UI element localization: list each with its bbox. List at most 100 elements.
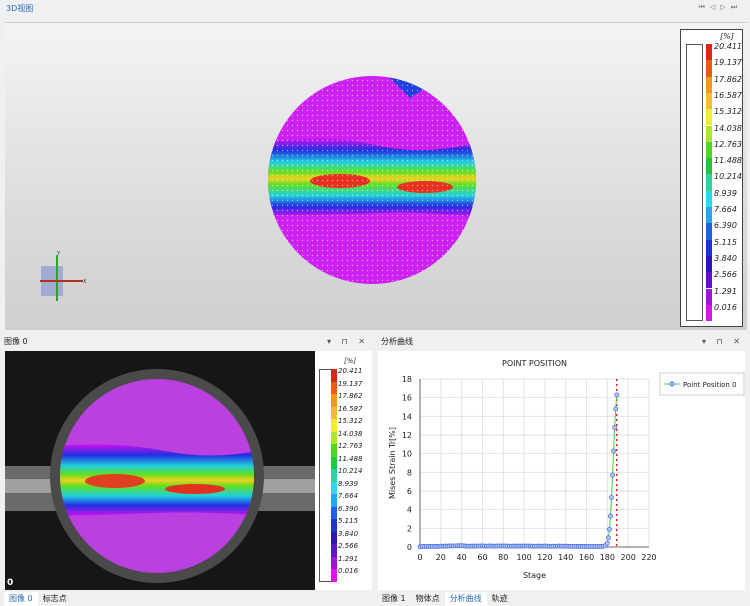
x-tick-label: 160	[579, 553, 594, 562]
y-tick-label: 14	[402, 412, 412, 421]
legend-value: 3.840	[338, 529, 359, 538]
legend-value: 16.587	[714, 90, 742, 100]
legend-box	[659, 372, 745, 396]
color-swatch	[706, 304, 712, 322]
legend-value: 3.840	[714, 253, 737, 263]
tab-image-0[interactable]: 图像 0	[4, 592, 38, 606]
legend-value: 14.038	[714, 123, 742, 133]
legend-value: 0.016	[714, 302, 737, 312]
color-swatch	[331, 544, 337, 557]
unit-label: [%]	[720, 32, 734, 41]
x-tick-label: 120	[537, 553, 552, 562]
x-tick-label: 40	[457, 553, 467, 562]
legend-value: 7.664	[714, 205, 737, 214]
data-point	[613, 406, 619, 412]
data-point	[610, 472, 615, 478]
color-swatch	[706, 239, 712, 256]
legend-value: 17.862	[714, 74, 742, 84]
next-icon[interactable]: ▷	[720, 3, 731, 11]
data-point	[611, 448, 617, 454]
color-swatch	[706, 125, 712, 142]
tab-markers[interactable]: 标志点	[42, 594, 67, 603]
camera-image-overlay: 0	[5, 351, 315, 590]
legend-value: 11.488	[338, 454, 363, 463]
legend-value: 0.016	[338, 567, 359, 575]
y-tick-label: 10	[402, 450, 412, 459]
color-swatch	[706, 141, 712, 159]
x-tick-label: 0	[417, 553, 422, 562]
image-view[interactable]: 0 [%] 20.411 19.137 17.862 16.587 15.312 14.03…	[5, 351, 372, 590]
chart-panel-tabs: 图像 1 物体点 分析曲线 轨迹	[377, 592, 513, 606]
chart-title: POINT POSITION	[502, 359, 567, 368]
tab-object-points[interactable]: 物体点	[415, 594, 440, 603]
legend-value: 6.390	[338, 504, 359, 513]
color-swatch	[706, 76, 712, 93]
x-tick-label: 20	[436, 553, 446, 562]
color-swatch	[331, 369, 337, 382]
last-icon[interactable]: ⏭	[730, 3, 742, 11]
legend-value: 8.939	[714, 188, 737, 198]
color-swatch	[331, 531, 337, 544]
color-swatch	[331, 456, 337, 469]
image-panel-title: 图像 0	[4, 337, 28, 346]
legend-value: 20.411	[714, 42, 742, 51]
y-tick-label: 4	[407, 506, 412, 515]
series-line	[419, 394, 618, 548]
data-point	[604, 540, 610, 546]
legend-marker	[669, 381, 675, 387]
color-swatch	[706, 288, 712, 305]
chart-panel-header: 分析曲线 ▾ ⊓ ✕	[377, 335, 750, 349]
tab-analysis-curve[interactable]: 分析曲线	[444, 592, 487, 606]
tab-3d-view[interactable]: 3D视图	[6, 4, 34, 13]
legend-value: 15.312	[338, 417, 363, 425]
color-swatch	[706, 190, 712, 207]
x-axis-label: Stage	[523, 571, 546, 580]
color-swatch	[706, 44, 712, 61]
x-tick-label: 100	[516, 553, 531, 562]
color-swatch	[331, 444, 337, 457]
y-tick-label: 12	[402, 431, 412, 440]
tab-trajectory[interactable]: 轨迹	[491, 594, 508, 603]
legend-value: 16.587	[338, 404, 363, 413]
legend-value: 2.566	[714, 270, 737, 280]
color-swatch	[706, 207, 712, 224]
data-point	[607, 526, 612, 532]
legend-value: 19.137	[714, 58, 742, 68]
data-point	[608, 513, 613, 519]
color-swatch	[331, 469, 337, 482]
legend-value: 20.411	[338, 367, 363, 375]
color-swatch	[331, 381, 337, 394]
prev-icon[interactable]: ◁	[709, 3, 721, 11]
color-legend: [%] 20.411 19.137 17.862 16.587 15.312 14.038 1…	[680, 29, 743, 327]
color-swatch	[331, 506, 337, 519]
x-tick-label: 140	[558, 553, 573, 562]
y-tick-label: 18	[402, 375, 412, 384]
legend-value: 10.214	[338, 467, 363, 475]
legend-value: 14.038	[338, 429, 363, 438]
legend-value: 5.115	[338, 517, 359, 525]
x-tick-label: 220	[641, 553, 656, 562]
panel-controls[interactable]: ▾ ⊓ ✕	[326, 337, 369, 346]
data-point	[609, 495, 614, 500]
x-tick-label: 80	[498, 553, 508, 562]
color-swatch	[706, 158, 712, 175]
histogram	[686, 44, 703, 322]
y-tick-label: 8	[407, 468, 412, 477]
3d-viewport[interactable]: Y X [%] 20.411 19.137 17.862 16.587 15.312 14.…	[5, 22, 747, 330]
color-legend-image: [%] 20.411 19.137 17.862 16.587 15.312 14.038 1…	[315, 351, 372, 590]
color-swatch	[706, 109, 712, 126]
panel-controls[interactable]: ▾ ⊓ ✕	[701, 337, 744, 346]
color-swatch	[706, 92, 712, 110]
color-swatch	[331, 431, 337, 444]
data-point	[606, 535, 611, 541]
color-swatch	[331, 481, 337, 494]
y-tick-label: 0	[407, 543, 412, 552]
tab-image-1[interactable]: 图像 1	[382, 594, 406, 603]
first-icon[interactable]: ⏮	[698, 3, 710, 11]
color-swatch	[331, 419, 337, 432]
nav-controls[interactable]: ⏮◁▷⏭	[699, 3, 742, 12]
x-tick-label: 60	[477, 553, 487, 562]
y-tick-label: 2	[407, 524, 412, 533]
color-swatch	[706, 174, 712, 191]
y-axis-label: Mises Strain Tr[%]	[388, 427, 397, 499]
